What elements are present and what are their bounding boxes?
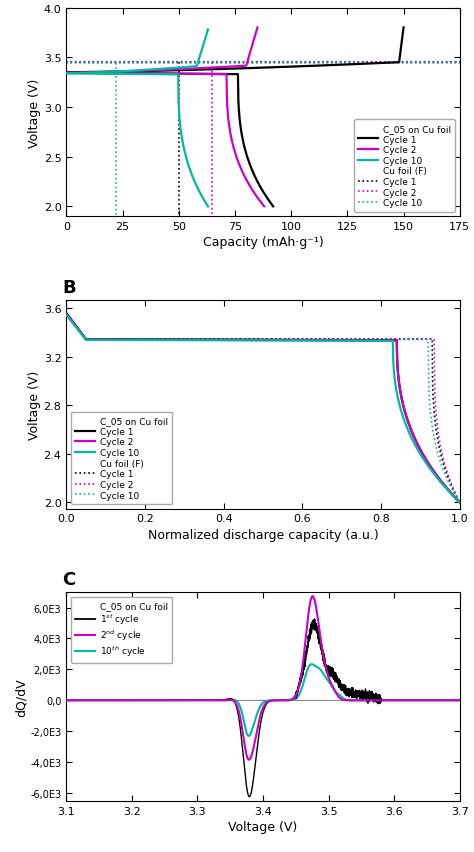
X-axis label: Voltage (V): Voltage (V) [228,820,298,833]
X-axis label: Capacity (mAh·g⁻¹): Capacity (mAh·g⁻¹) [203,236,323,249]
Y-axis label: dQ/dV: dQ/dV [15,677,27,716]
Y-axis label: Voltage (V): Voltage (V) [28,370,41,440]
Legend: C_05 on Cu foil, Cycle 1, Cycle 2, Cycle 10, Cu foil (F), Cycle 1, Cycle 2, Cycl: C_05 on Cu foil, Cycle 1, Cycle 2, Cycle… [71,412,173,504]
Text: C: C [63,570,76,588]
Legend: C_05 on Cu foil, $1^{st}$ cycle, $2^{nd}$ cycle, $10^{th}$ cycle: C_05 on Cu foil, $1^{st}$ cycle, $2^{nd}… [71,597,173,663]
Text: B: B [63,279,76,296]
Y-axis label: Voltage (V): Voltage (V) [28,78,41,147]
X-axis label: Normalized discharge capacity (a.u.): Normalized discharge capacity (a.u.) [148,528,378,541]
Legend: C_05 on Cu foil, Cycle 1, Cycle 2, Cycle 10, Cu foil (F), Cycle 1, Cycle 2, Cycl: C_05 on Cu foil, Cycle 1, Cycle 2, Cycle… [354,120,455,212]
Text: A: A [63,0,76,4]
